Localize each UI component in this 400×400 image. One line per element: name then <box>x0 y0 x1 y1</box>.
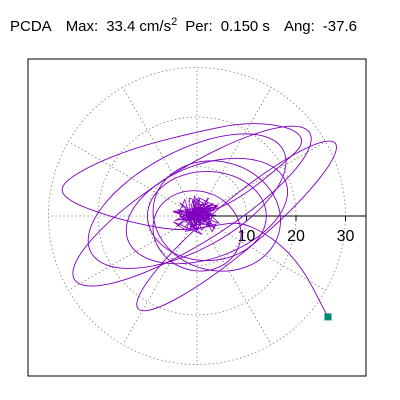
trace-loop-3 <box>147 170 267 261</box>
header-label: PCDA <box>10 18 52 35</box>
ang-value: -37.6 <box>322 18 357 35</box>
per-value: 0.150 s <box>220 18 270 35</box>
max-value: 33.4 <box>106 18 136 35</box>
grid-spoke-60 <box>196 87 272 217</box>
trace-loop-1 <box>87 133 287 269</box>
grid-spoke-330 <box>196 215 326 291</box>
per-label: Per: <box>185 18 213 35</box>
max-point-marker <box>324 313 332 321</box>
max-unit: cm/s <box>139 18 172 35</box>
grid-spoke-300 <box>196 215 272 345</box>
trace-loop-5 <box>136 140 337 312</box>
tick-label-30: 30 <box>337 228 355 245</box>
trace-loop-6 <box>152 160 281 272</box>
chart-header: PCDA Max: 33.4 cm/s2 Per: 0.150 s Ang: -37.6 <box>10 16 357 40</box>
ang-label: Ang: <box>283 18 315 35</box>
max-unit-exponent: 2 <box>171 16 178 28</box>
grid-spoke-120 <box>122 87 198 217</box>
grid-spoke-240 <box>122 215 198 345</box>
grid-spoke-30 <box>196 141 326 217</box>
radial-ticks: 10 20 30 <box>238 216 355 245</box>
max-label: Max: <box>65 18 99 35</box>
trace-loop-4 <box>152 190 242 272</box>
grid-spoke-210 <box>68 215 198 291</box>
trace-center-tangle <box>172 195 220 235</box>
tick-label-20: 20 <box>287 228 305 245</box>
trace-group <box>61 123 337 318</box>
grid-spoke-150 <box>68 141 198 217</box>
tick-label-10: 10 <box>238 228 256 245</box>
trace-loop-2 <box>125 157 289 265</box>
